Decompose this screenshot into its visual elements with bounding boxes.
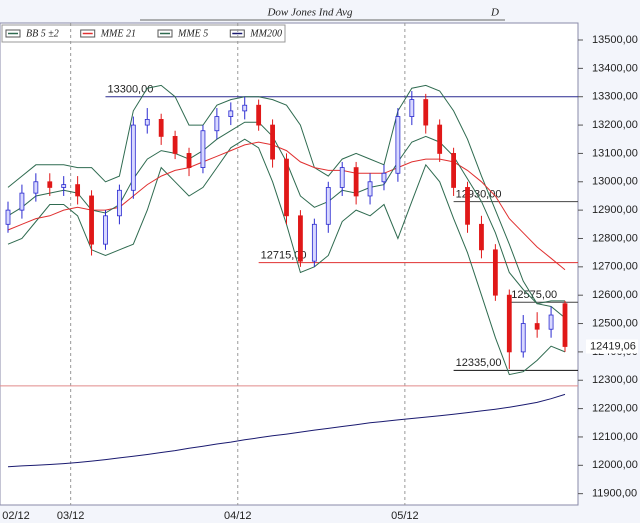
y-tick-label: 12300,00	[592, 374, 638, 386]
candle-body	[89, 195, 94, 245]
candle-body	[200, 130, 206, 169]
candle-body	[520, 323, 526, 353]
indicator-line	[7, 393, 566, 468]
x-tick-label: 03/12	[57, 510, 85, 522]
candle-body	[47, 181, 53, 188]
legend-box	[1, 24, 286, 43]
candle-body	[103, 215, 108, 245]
candle-body	[325, 187, 331, 225]
x-tick-label: 05/12	[391, 510, 419, 522]
chart-title: Dow Jones Ind Avg	[266, 7, 353, 19]
candle-body	[506, 294, 512, 353]
candle-body	[479, 223, 484, 251]
y-tick-label: 12200,00	[592, 403, 638, 415]
indicator-line	[7, 84, 565, 305]
candle-body	[562, 303, 568, 347]
candle-body	[423, 99, 429, 126]
candle-body	[214, 116, 220, 132]
candle-body	[75, 184, 81, 197]
level-label: 13300,00	[107, 84, 153, 96]
candle-body	[284, 158, 289, 217]
candle-body	[437, 124, 443, 154]
level-label: 12575,00	[511, 289, 557, 301]
candle-body	[465, 187, 470, 225]
x-tick-label: 02/12	[2, 510, 30, 522]
y-tick-label: 12800,00	[592, 232, 638, 244]
candle-body	[117, 189, 122, 217]
last-price-box	[586, 339, 638, 354]
y-tick-label: 12700,00	[592, 261, 638, 273]
candle-body	[158, 119, 164, 137]
candle-body	[339, 167, 345, 188]
y-tick-label: 11900,00	[592, 488, 637, 500]
y-tick-label: 13400,00	[592, 62, 638, 74]
y-tick-label: 12500,00	[592, 317, 638, 329]
y-tick-label: 12900,00	[592, 204, 638, 216]
candle-body	[451, 153, 457, 188]
y-tick-label: 12000,00	[592, 459, 638, 471]
candle-body	[5, 209, 11, 225]
y-tick-label: 13500,00	[592, 34, 638, 46]
x-tick-label: 04/12	[224, 510, 252, 522]
candle-body	[144, 119, 150, 126]
candle-body	[228, 110, 234, 117]
y-tick-label: 13000,00	[592, 176, 638, 188]
candle-body	[172, 136, 178, 154]
candle-body	[298, 215, 303, 262]
candle-body	[186, 153, 192, 168]
candle-body	[33, 181, 39, 194]
candle-body	[256, 104, 262, 126]
y-tick-label: 12600,00	[592, 289, 638, 301]
period: D	[490, 7, 499, 19]
candle-body	[19, 192, 25, 211]
y-tick-label: 12100,00	[592, 431, 638, 443]
legend: BB 5 ±2 MME 21 MME 5 MM200	[1, 24, 286, 43]
candle-body	[270, 124, 275, 160]
indicator-line	[7, 141, 566, 271]
candle-body	[61, 184, 67, 188]
candle-body	[130, 124, 136, 191]
candle-body	[534, 323, 540, 330]
y-tick-label: 13300,00	[592, 91, 638, 103]
candle-body	[242, 104, 248, 112]
y-tick-label: 13100,00	[592, 147, 638, 159]
candle-body	[353, 167, 359, 197]
level-label: 12715,00	[261, 249, 307, 261]
candle-body	[409, 99, 415, 117]
legend-label: BB 5 ±2	[26, 28, 59, 39]
candle-body	[367, 181, 373, 197]
last-price-label: 12419,06	[590, 340, 636, 352]
legend-label: MME 21	[100, 28, 136, 39]
plot-area	[0, 22, 579, 506]
legend-label: MM200	[249, 28, 282, 39]
y-tick-label: 13200,00	[592, 119, 638, 131]
candle-body	[311, 223, 317, 262]
legend-label: MME 5	[177, 28, 208, 39]
candle-body	[548, 314, 554, 330]
candle-body	[381, 172, 387, 183]
level-label: 12335,00	[456, 357, 502, 369]
candle-body	[492, 249, 498, 296]
candle-body	[395, 116, 401, 174]
